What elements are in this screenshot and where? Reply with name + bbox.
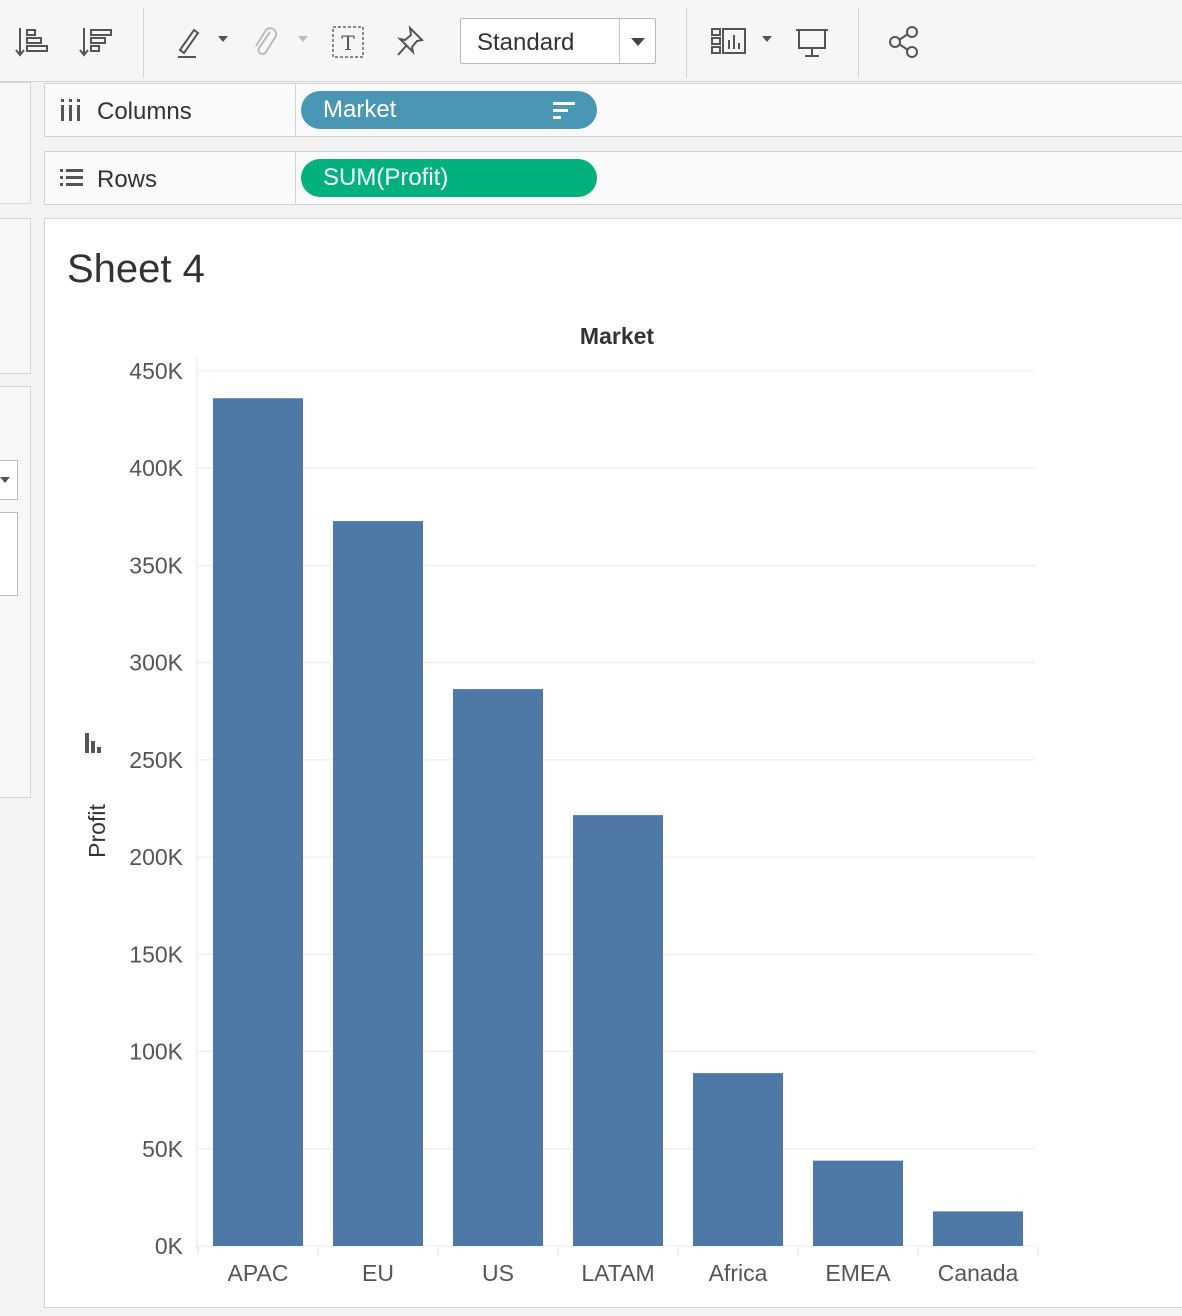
toolbar-separator <box>858 8 859 78</box>
bar-apac[interactable] <box>213 398 303 1246</box>
y-tick-label: 100K <box>129 1039 183 1065</box>
toolbar-separator <box>143 8 144 78</box>
sort-descending-icon[interactable] <box>76 22 116 62</box>
chart-bars <box>213 398 1023 1246</box>
bar-eu[interactable] <box>333 521 423 1246</box>
x-tick-label: LATAM <box>581 1260 654 1286</box>
left-panel-strip <box>0 82 32 1316</box>
fit-dropdown[interactable]: Standard <box>460 18 656 64</box>
y-tick-label: 450K <box>129 358 183 384</box>
columns-shelf-label-area: Columns <box>45 84 296 136</box>
fit-dropdown-value: Standard <box>477 29 575 56</box>
x-axis-ticks: APAC EU US LATAM Africa EMEA Canada <box>197 1246 1039 1286</box>
fit-dropdown-divider <box>619 19 620 63</box>
highlight-dropdown-icon[interactable] <box>218 36 228 42</box>
y-tick-label: 200K <box>129 844 183 870</box>
chart-header-title: Market <box>580 323 654 349</box>
pin-icon[interactable] <box>390 22 430 62</box>
rows-shelf: Rows SUM(Profit) <box>44 151 1182 205</box>
bar-canada[interactable] <box>933 1211 1023 1246</box>
toolbar: T Standard <box>0 0 1182 82</box>
presentation-icon[interactable] <box>792 22 832 62</box>
y-axis-sort-icon[interactable] <box>85 733 101 753</box>
rows-shelf-label-area: Rows <box>45 152 296 204</box>
y-tick-label: 400K <box>129 455 183 481</box>
sort-ascending-icon[interactable] <box>12 22 52 62</box>
left-panel-top <box>0 82 31 204</box>
attach-dropdown-icon[interactable] <box>298 36 308 42</box>
toolbar-separator <box>686 8 687 78</box>
bar-us[interactable] <box>453 689 543 1246</box>
x-tick-label: Canada <box>938 1260 1019 1286</box>
market-pill[interactable]: Market <box>301 91 597 129</box>
show-cards-icon[interactable] <box>710 22 750 62</box>
chevron-down-icon[interactable] <box>0 477 10 483</box>
rows-icon <box>60 169 83 186</box>
left-panel-list[interactable] <box>0 512 18 596</box>
bar-chart: 0K 50K 100K 150K 200K 250K 300K 350K 400K 450K AP… <box>84 323 1039 1286</box>
y-axis-title: Profit <box>84 804 110 858</box>
y-tick-label: 350K <box>129 552 183 578</box>
sum-profit-pill-label: SUM(Profit) <box>323 164 449 191</box>
left-panel-middle <box>0 218 31 374</box>
chevron-down-icon[interactable] <box>631 38 645 46</box>
rows-label: Rows <box>97 166 158 193</box>
columns-shelf: Columns Market <box>44 83 1182 137</box>
attach-icon[interactable] <box>246 22 286 62</box>
text-label-icon[interactable]: T <box>328 22 368 62</box>
x-tick-label: EU <box>362 1260 394 1286</box>
y-tick-label: 300K <box>129 650 183 676</box>
x-tick-label: EMEA <box>825 1260 891 1286</box>
y-tick-label: 50K <box>142 1136 184 1162</box>
y-axis-ticks: 0K 50K 100K 150K 200K 250K 300K 350K 400K 450K <box>129 358 183 1259</box>
bar-latam[interactable] <box>573 815 663 1246</box>
show-cards-dropdown-icon[interactable] <box>762 36 772 42</box>
sheet-title: Sheet 4 <box>67 247 205 291</box>
columns-icon <box>61 99 80 121</box>
y-tick-label: 150K <box>129 941 183 967</box>
x-tick-label: APAC <box>228 1260 289 1286</box>
sum-profit-pill[interactable]: SUM(Profit) <box>301 159 597 197</box>
y-tick-label: 250K <box>129 747 183 773</box>
columns-label: Columns <box>97 98 192 125</box>
bar-emea[interactable] <box>813 1160 903 1246</box>
sheet-view: Sheet 4 0K 50K 100K 150K 200K 250K 300K 350K 400… <box>44 218 1182 1308</box>
highlight-icon[interactable] <box>168 22 208 62</box>
x-tick-label: Africa <box>709 1260 768 1286</box>
svg-text:T: T <box>341 31 355 55</box>
sort-descending-icon[interactable] <box>553 101 575 119</box>
x-tick-label: US <box>482 1260 514 1286</box>
y-tick-label: 0K <box>155 1233 184 1259</box>
market-pill-label: Market <box>323 96 397 123</box>
bar-africa[interactable] <box>693 1073 783 1246</box>
left-panel-dropdown[interactable] <box>0 460 18 500</box>
share-icon[interactable] <box>884 22 924 62</box>
